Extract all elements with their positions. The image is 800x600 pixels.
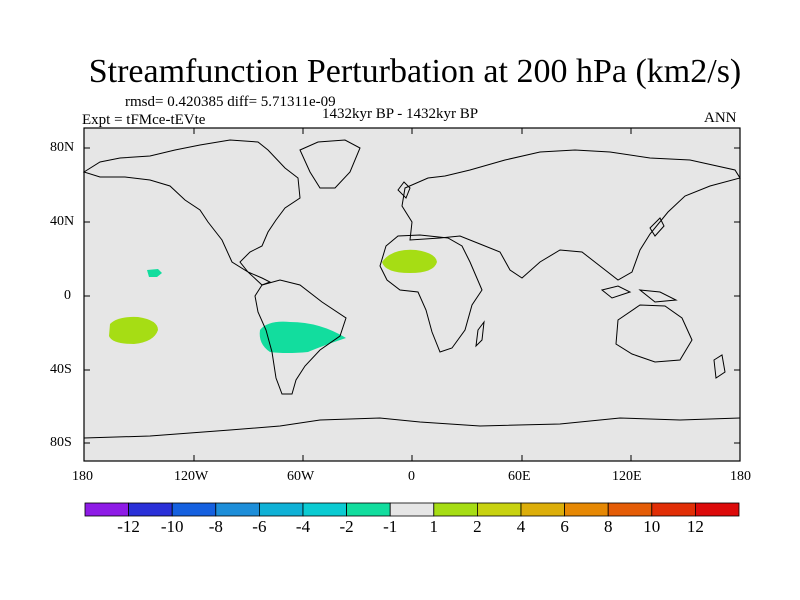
colorbar-box xyxy=(215,502,260,517)
lat-label-80s: 80S xyxy=(50,435,72,450)
colorbar-box xyxy=(564,502,609,517)
coastline-antarctica xyxy=(83,417,741,439)
coastline-greenland xyxy=(299,139,361,189)
colorbar-box xyxy=(84,502,129,517)
coastlines xyxy=(82,139,741,439)
colorbar-box xyxy=(171,502,217,517)
coastline-south-america xyxy=(254,279,347,395)
colorbar-label: 6 xyxy=(560,517,569,536)
lat-label-0: 0 xyxy=(64,288,71,303)
experiment-label: Expt = tFMce-tEVte xyxy=(82,112,206,128)
lat-label-80n: 80N xyxy=(50,140,75,155)
stats-line: rmsd= 0.420385 diff= 5.71311e-09 xyxy=(125,94,336,110)
colorbar-label: 10 xyxy=(643,517,661,536)
colorbar-label: -12 xyxy=(117,517,140,536)
lon-label-120w: 120W xyxy=(174,469,209,484)
coastline-africa xyxy=(379,234,483,353)
colorbar-box xyxy=(607,502,653,517)
coastline-madagascar xyxy=(475,320,485,348)
colorbar-box xyxy=(346,502,391,517)
coastline-uk xyxy=(397,181,411,199)
colorbar-label: 1 xyxy=(429,517,439,536)
colorbar-label: -8 xyxy=(208,517,223,536)
colorbar xyxy=(84,502,740,517)
anomaly-south-america xyxy=(259,321,346,353)
colorbar-label: -2 xyxy=(339,517,354,536)
map-panel xyxy=(84,128,740,461)
colorbar-box xyxy=(695,502,740,517)
anomaly-north-africa xyxy=(382,249,437,273)
lon-label-0: 0 xyxy=(408,469,415,484)
lon-label-180w: 180 xyxy=(72,469,93,484)
coastline-north-america xyxy=(82,139,301,286)
colorbar-label: 12 xyxy=(686,517,704,536)
colorbar-label: -1 xyxy=(383,517,398,536)
anomaly-south-pacific xyxy=(109,316,158,344)
colorbar-box xyxy=(389,502,435,517)
season-label: ANN xyxy=(704,110,737,126)
colorbar-label: -10 xyxy=(160,517,184,536)
colorbar-box xyxy=(302,502,347,517)
colorbar-label: 2 xyxy=(473,517,482,536)
lat-label-40n: 40N xyxy=(50,214,75,229)
coastline-eurasia xyxy=(401,149,741,281)
colorbar-box xyxy=(476,502,522,517)
colorbar-box xyxy=(520,502,565,517)
coastline-japan xyxy=(649,217,665,237)
coastline-australia xyxy=(615,304,693,363)
colorbar-box xyxy=(128,502,173,517)
lon-label-120e: 120E xyxy=(612,469,642,484)
coastline-maritime-continent xyxy=(600,285,678,303)
colorbar-box xyxy=(433,502,478,517)
axis-ticks xyxy=(84,128,740,461)
colorbar-label: -6 xyxy=(252,517,267,536)
colorbar-box xyxy=(258,502,304,517)
lat-label-40s: 40S xyxy=(50,362,72,377)
chart-title: Streamfunction Perturbation at 200 hPa (… xyxy=(88,53,742,90)
colorbar-label: 4 xyxy=(516,517,526,536)
coastline-new-zealand xyxy=(713,354,726,379)
colorbar-label: 8 xyxy=(603,517,613,536)
lon-label-60e: 60E xyxy=(508,469,531,484)
period-label: 1432kyr BP - 1432kyr BP xyxy=(322,106,479,122)
colorbar-box xyxy=(651,502,696,517)
colorbar-label: -4 xyxy=(295,517,311,536)
lon-label-60w: 60W xyxy=(287,469,315,484)
anomaly-central-pacific xyxy=(147,269,162,277)
lon-label-180e: 180 xyxy=(730,469,751,484)
